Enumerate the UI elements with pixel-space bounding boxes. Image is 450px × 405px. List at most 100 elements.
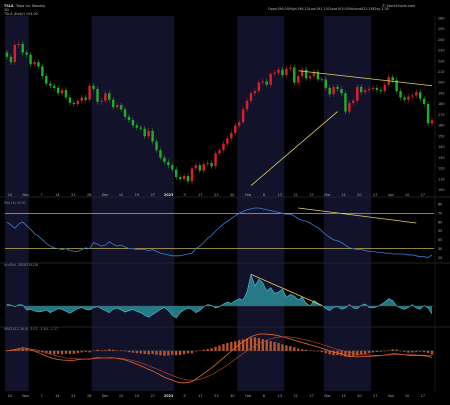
macd-histogram-bar: [171, 351, 173, 355]
rsi-label: RSI(14) 33.91: [4, 201, 26, 205]
candle-body: [399, 91, 401, 97]
candle-body: [69, 98, 71, 103]
x-tick-label: 19: [135, 394, 139, 398]
candle-body: [144, 129, 146, 137]
x-tick-label: 21: [71, 394, 75, 398]
macd-histogram-bar: [187, 351, 189, 354]
macd-histogram-bar: [155, 351, 157, 355]
candle-body: [120, 105, 122, 109]
candle-body: [384, 85, 386, 91]
price-axis-tick-label: 260: [438, 16, 444, 20]
candle-body: [6, 52, 8, 56]
macd-histogram-bar: [207, 349, 209, 351]
candle-body: [41, 66, 43, 76]
price-axis-tick-label: 140: [438, 145, 444, 149]
macd-histogram-bar: [388, 350, 390, 351]
macd-histogram-bar: [266, 340, 268, 351]
macd-histogram-bar: [234, 341, 236, 351]
x-tick-label-top: 10: [405, 193, 409, 197]
macd-histogram-bar: [183, 351, 185, 354]
macd-histogram-bar: [53, 351, 55, 354]
price-subtitle: TSLA (Daily) 193.00: [3, 12, 38, 16]
price-axis-tick-label: 110: [438, 177, 444, 181]
candle-body: [238, 122, 240, 125]
price-axis-tick-label: 130: [438, 156, 444, 160]
x-tick-label-top: 17: [421, 193, 425, 197]
macd-histogram-bar: [277, 343, 279, 351]
x-tick-label-top: 17: [198, 193, 202, 197]
candle-body: [254, 91, 256, 93]
x-tick-label: 9: [183, 394, 185, 398]
candle-body: [104, 93, 106, 101]
macd-histogram-bar: [273, 342, 275, 351]
macd-histogram-bar: [128, 351, 130, 352]
macd-histogram-bar: [132, 351, 134, 353]
x-tick-label: 27: [309, 394, 313, 398]
x-tick-label: 13: [341, 394, 345, 398]
x-tick-label: 2023: [164, 394, 174, 398]
macd-histogram-bar: [340, 351, 342, 356]
candle-body: [230, 133, 232, 138]
candle-body: [53, 86, 55, 88]
macd-histogram-bar: [368, 351, 370, 353]
macd-histogram-bar: [305, 350, 307, 351]
month-band-3: [324, 16, 371, 391]
x-tick-label-top: Nov: [22, 193, 29, 197]
x-tick-label-top: 7: [40, 193, 42, 197]
x-tick-label: Feb: [245, 394, 251, 398]
candle-body: [191, 168, 193, 181]
x-tick-label-top: Dec: [102, 193, 109, 197]
high-value: 196.15: [297, 7, 309, 11]
macd-histogram-bar: [167, 351, 169, 356]
macd-histogram-bar: [218, 346, 220, 351]
candle-body: [356, 87, 358, 101]
candle-body: [321, 79, 323, 80]
low-value: 191.15: [316, 7, 328, 11]
candle-body: [214, 153, 216, 166]
x-tick-label: 17: [421, 394, 425, 398]
price-axis-tick-label: 120: [438, 167, 444, 171]
candle-body: [250, 93, 252, 101]
high-label: High: [289, 7, 297, 11]
x-tick-label-top: 27: [151, 193, 155, 197]
x-tick-label-top: 28: [87, 193, 91, 197]
candle-body: [340, 89, 342, 93]
rsi-axis-tick-label: 50: [438, 229, 442, 233]
macd-histogram-bar: [423, 351, 425, 352]
x-tick-label-top: 27: [373, 193, 377, 197]
candle-body: [175, 169, 177, 177]
x-tick-label: 23: [214, 394, 218, 398]
macd-histogram-bar: [37, 351, 39, 352]
x-tick-label: 10: [405, 394, 409, 398]
candle-body: [155, 142, 157, 151]
candle-body: [391, 77, 393, 80]
x-tick-label: 6: [263, 394, 265, 398]
candle-body: [415, 92, 417, 95]
rsi-axis-tick-label: 20: [438, 256, 442, 260]
candle-body: [73, 103, 75, 104]
price-axis-tick-label: 100: [438, 188, 444, 192]
price-axis-tick-label: 200: [438, 81, 444, 85]
candle-body: [159, 150, 161, 158]
candle-body: [380, 90, 382, 91]
x-tick-label: 7: [40, 394, 42, 398]
macd-histogram-bar: [403, 351, 405, 352]
candle-body: [183, 176, 185, 179]
change-value: -1.35: [380, 7, 389, 11]
candle-body: [403, 98, 405, 100]
candle-body: [77, 101, 79, 104]
macd-histogram-bar: [372, 351, 374, 353]
macd-histogram-bar: [159, 351, 161, 355]
macd-histogram-bar: [269, 341, 271, 351]
rsi-axis-tick-label: 70: [438, 211, 442, 215]
macd-histogram-bar: [415, 351, 417, 352]
candle-body: [234, 125, 236, 133]
candle-body: [297, 76, 299, 82]
x-tick-label: 14: [55, 394, 59, 398]
candle-body: [136, 125, 138, 127]
candle-body: [407, 96, 409, 99]
candle-body: [199, 165, 201, 170]
macd-histogram-bar: [112, 350, 114, 351]
x-tick-label: 27: [151, 394, 155, 398]
